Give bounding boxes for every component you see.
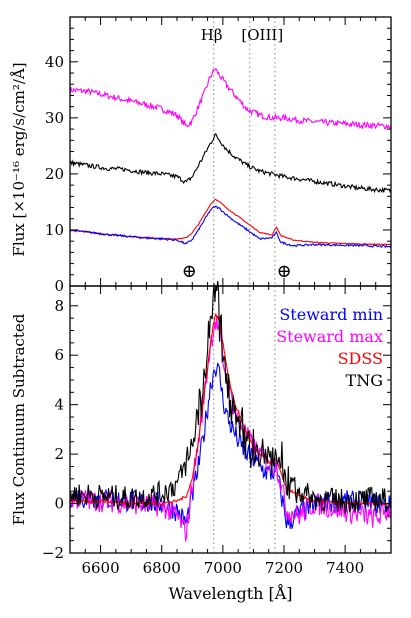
top-panel: 0 10 20 30 40 Flux [×10⁻¹⁶ erg/s/cm²/Å] Hβ [OII… <box>10 16 392 295</box>
legend-entry: Steward min <box>279 305 383 324</box>
y-tick-label: 40 <box>45 53 64 71</box>
telluric-symbol: ⊕ <box>276 261 291 282</box>
plot-area <box>69 17 392 286</box>
y-tick-label: 8 <box>54 297 64 315</box>
legend-entry: TNG <box>346 371 383 390</box>
series-line-sdss <box>69 312 392 507</box>
y-axis-label: Flux [×10⁻¹⁶ erg/s/cm²/Å] <box>10 62 28 256</box>
y-tick-label: 20 <box>45 165 64 183</box>
x-tick-label: 7000 <box>204 559 242 577</box>
emission-line-label: Hβ <box>201 26 223 44</box>
series-line-trace-3 <box>69 205 392 249</box>
series-line-trace-2 <box>69 198 392 246</box>
telluric-symbol: ⊕ <box>182 261 197 282</box>
y-tick-label: 0 <box>54 495 64 513</box>
legend-entry: SDSS <box>338 349 383 368</box>
emission-line-label: [OIII] <box>241 26 283 44</box>
y-tick-label: −2 <box>42 544 64 562</box>
y-tick-label: 4 <box>54 396 64 414</box>
bottom-panel: −2 0 2 4 6 8 6600 6800 7000 7200 7400 Wavelength [Å… <box>10 280 392 603</box>
y-tick-label: 2 <box>54 445 64 463</box>
series-line-trace-0 <box>69 68 392 130</box>
series-line-trace-1 <box>69 132 392 194</box>
legend-entry: Steward max <box>276 327 383 346</box>
plot-area <box>69 280 392 553</box>
x-tick-label: 7400 <box>326 559 364 577</box>
y-axis-label: Flux Continuum Subtracted <box>10 313 28 525</box>
y-tick-label: 0 <box>54 277 64 295</box>
x-tick-label: 6600 <box>81 559 119 577</box>
y-tick-label: 10 <box>45 221 64 239</box>
x-axis-label: Wavelength [Å] <box>168 583 292 603</box>
x-tick-label: 7200 <box>265 559 303 577</box>
series-line-tng <box>69 280 392 514</box>
axes-frame <box>69 285 392 554</box>
y-tick-label: 30 <box>45 109 64 127</box>
y-tick-label: 6 <box>54 346 64 364</box>
x-tick-label: 6800 <box>143 559 181 577</box>
